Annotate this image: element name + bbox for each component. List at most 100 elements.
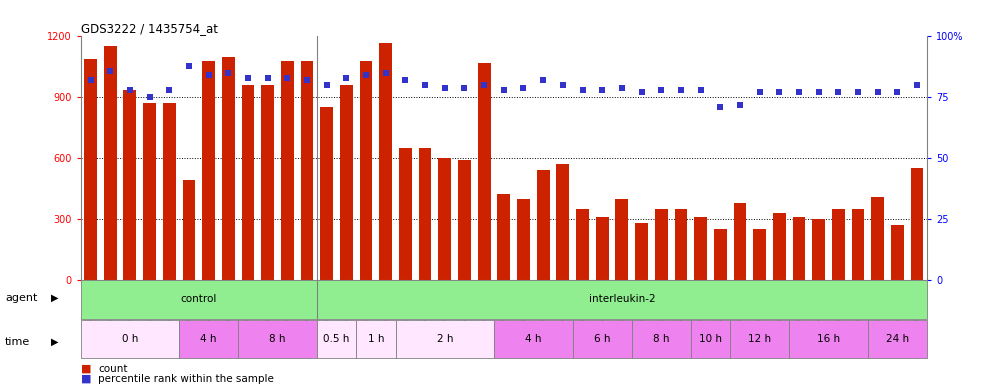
Point bbox=[850, 89, 866, 96]
Bar bbox=[695, 217, 707, 280]
Bar bbox=[773, 213, 785, 280]
Point bbox=[909, 82, 925, 88]
Point bbox=[830, 89, 846, 96]
Bar bbox=[518, 199, 529, 280]
Point bbox=[752, 89, 768, 96]
Point bbox=[319, 82, 335, 88]
Point bbox=[653, 87, 669, 93]
Point bbox=[791, 89, 807, 96]
Bar bbox=[793, 217, 805, 280]
Bar bbox=[380, 43, 393, 280]
Point bbox=[890, 89, 905, 96]
Text: percentile rank within the sample: percentile rank within the sample bbox=[98, 374, 275, 384]
Bar bbox=[459, 160, 471, 280]
Bar bbox=[317, 280, 927, 318]
Bar bbox=[317, 320, 356, 358]
Bar bbox=[911, 168, 923, 280]
Bar bbox=[754, 229, 766, 280]
Text: ■: ■ bbox=[81, 364, 92, 374]
Point bbox=[181, 63, 197, 69]
Point bbox=[575, 87, 590, 93]
Text: 4 h: 4 h bbox=[525, 334, 541, 344]
Text: 1 h: 1 h bbox=[368, 334, 384, 344]
Point bbox=[220, 70, 236, 76]
Bar bbox=[675, 209, 687, 280]
Text: 10 h: 10 h bbox=[699, 334, 722, 344]
Point bbox=[102, 68, 118, 74]
Bar bbox=[396, 320, 494, 358]
Bar bbox=[596, 217, 608, 280]
Bar bbox=[872, 197, 884, 280]
Point bbox=[535, 77, 551, 83]
Point bbox=[240, 75, 256, 81]
Text: GDS3222 / 1435754_at: GDS3222 / 1435754_at bbox=[81, 22, 217, 35]
Text: interleukin-2: interleukin-2 bbox=[588, 295, 655, 305]
Bar bbox=[616, 199, 629, 280]
Bar bbox=[730, 320, 789, 358]
Bar bbox=[537, 170, 549, 280]
Text: 0 h: 0 h bbox=[122, 334, 138, 344]
Point bbox=[161, 87, 177, 93]
Bar bbox=[262, 85, 275, 280]
Bar bbox=[439, 158, 451, 280]
Bar bbox=[301, 61, 314, 280]
Bar bbox=[85, 59, 97, 280]
Point bbox=[516, 84, 531, 91]
Bar bbox=[281, 61, 294, 280]
Text: control: control bbox=[181, 295, 216, 305]
Bar bbox=[238, 320, 317, 358]
Point bbox=[83, 77, 98, 83]
Bar bbox=[242, 85, 254, 280]
Bar bbox=[81, 320, 179, 358]
Bar bbox=[419, 148, 431, 280]
Bar bbox=[321, 108, 334, 280]
Bar bbox=[124, 90, 136, 280]
Point bbox=[476, 82, 492, 88]
Point bbox=[417, 82, 433, 88]
Bar bbox=[478, 63, 491, 280]
Text: ■: ■ bbox=[81, 374, 92, 384]
Bar bbox=[892, 225, 903, 280]
Bar bbox=[400, 148, 412, 280]
Text: 8 h: 8 h bbox=[653, 334, 669, 344]
Point bbox=[712, 104, 728, 110]
Bar bbox=[356, 320, 396, 358]
Bar bbox=[691, 320, 730, 358]
Point bbox=[693, 87, 708, 93]
Point bbox=[437, 84, 453, 91]
Bar bbox=[577, 209, 588, 280]
Bar bbox=[852, 209, 864, 280]
Point bbox=[201, 72, 216, 78]
Text: count: count bbox=[98, 364, 128, 374]
Bar bbox=[632, 320, 691, 358]
Point bbox=[142, 94, 157, 100]
Bar bbox=[498, 194, 511, 280]
Bar bbox=[222, 57, 235, 280]
Bar bbox=[636, 223, 647, 280]
Bar bbox=[104, 46, 117, 280]
Bar bbox=[655, 209, 667, 280]
Text: ▶: ▶ bbox=[51, 293, 59, 303]
Point bbox=[870, 89, 886, 96]
Point bbox=[614, 84, 630, 91]
Bar bbox=[714, 229, 727, 280]
Point bbox=[358, 72, 374, 78]
Bar bbox=[340, 85, 353, 280]
Bar bbox=[557, 164, 569, 280]
Point bbox=[555, 82, 571, 88]
Point bbox=[811, 89, 827, 96]
Text: ▶: ▶ bbox=[51, 337, 59, 347]
Text: 8 h: 8 h bbox=[270, 334, 285, 344]
Text: 12 h: 12 h bbox=[748, 334, 771, 344]
Point bbox=[594, 87, 610, 93]
Bar bbox=[813, 219, 825, 280]
Text: 0.5 h: 0.5 h bbox=[324, 334, 349, 344]
Text: time: time bbox=[5, 337, 31, 347]
Point bbox=[299, 77, 315, 83]
Text: 16 h: 16 h bbox=[817, 334, 840, 344]
Point bbox=[457, 84, 472, 91]
Point bbox=[732, 101, 748, 108]
Text: agent: agent bbox=[5, 293, 37, 303]
Point bbox=[279, 75, 295, 81]
Text: 6 h: 6 h bbox=[594, 334, 610, 344]
